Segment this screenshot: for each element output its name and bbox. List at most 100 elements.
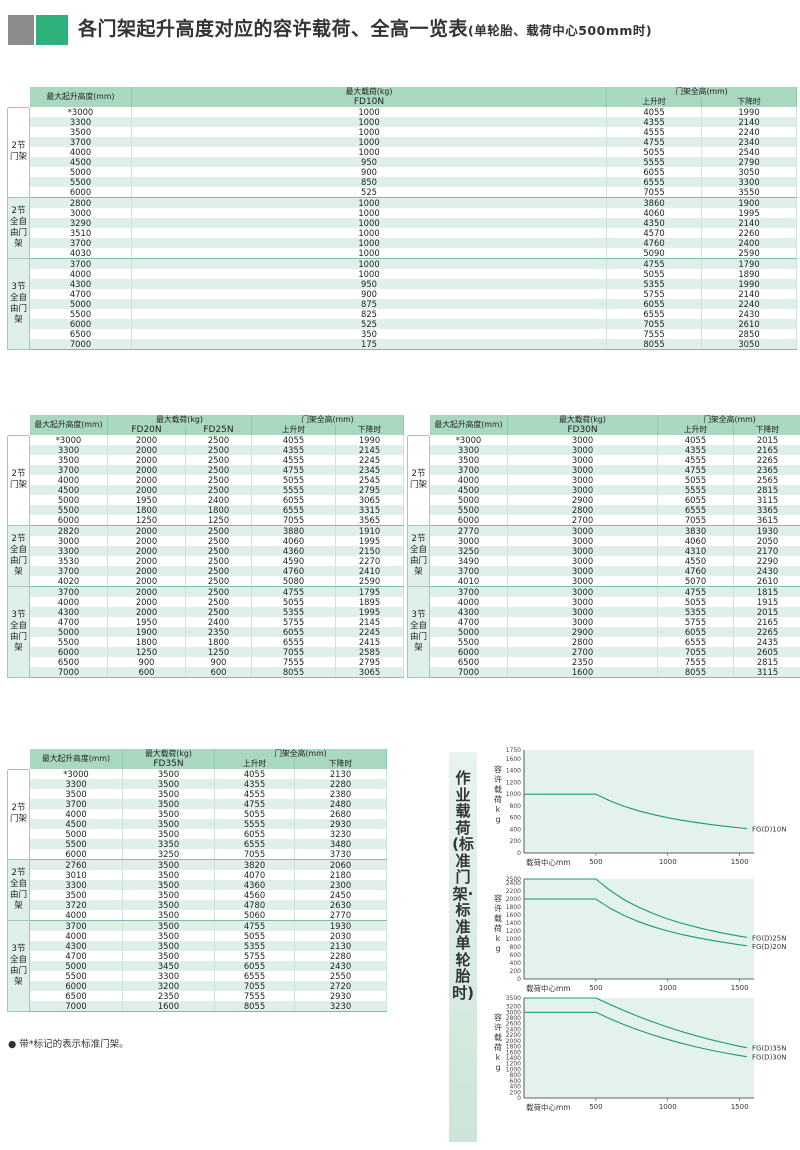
table-row: 5500 2800 6555 3365 — [408, 505, 800, 515]
table-cell: 3550 — [701, 187, 797, 198]
chart-plot-area — [524, 879, 754, 979]
table-cell: 3500 — [122, 769, 215, 779]
table-cell: 1950 — [107, 495, 186, 505]
table-cell: 6555 — [251, 505, 336, 515]
x-tick-label: 1000 — [659, 858, 677, 866]
table-cell: 3315 — [335, 505, 404, 515]
table-cell: 3490 — [429, 556, 508, 566]
table-cell: 5055 — [606, 269, 702, 279]
mast-group-label: 2节全自由门架 — [7, 859, 30, 921]
table-cell: 6000 — [29, 647, 108, 657]
table-row: 3500 3500 4555 2380 — [8, 789, 387, 799]
table-cell: 5055 — [214, 931, 295, 941]
table-cell: 2000 — [107, 455, 186, 465]
table-cell: 7000 — [29, 1001, 123, 1012]
table-cell: 3530 — [29, 556, 108, 566]
table-cell: 3700 — [29, 920, 123, 931]
table-cell: 4755 — [606, 258, 702, 269]
table-cell: 2435 — [733, 637, 800, 647]
table-row: 3500 3000 4555 2265 — [408, 455, 800, 465]
table-cell: 2815 — [733, 485, 800, 495]
table-cell: 1000 — [131, 269, 607, 279]
table-row: 4500 3500 5555 2930 — [8, 819, 387, 829]
table-cell: 3700 — [29, 799, 123, 809]
table-row: 5000 1950 2400 6055 3065 — [8, 495, 404, 505]
table-cell: 6500 — [429, 657, 508, 667]
table-cell: 1990 — [701, 107, 797, 117]
table-cell: 3000 — [507, 556, 658, 566]
table-row: 5000 2900 6055 3115 — [408, 495, 800, 505]
table-cell: 2500 — [185, 435, 252, 445]
table-row: 3000 3000 4060 2050 — [408, 536, 800, 546]
table-cell: 2770 — [294, 910, 387, 921]
table-cell: 3000 — [507, 586, 658, 597]
table-cell: 5055 — [657, 597, 734, 607]
page-title: 各门架起升高度对应的容许载荷、全高一览表(单轮胎、载荷中心500mm时) — [78, 18, 653, 40]
lift-height-header: 最大起升高度(mm) — [429, 415, 508, 435]
table-cell: 2260 — [701, 228, 797, 238]
mast-height-header: 门架全高(mm) — [251, 415, 404, 425]
table-cell: 1000 — [131, 117, 607, 127]
table-cell: 4300 — [29, 279, 132, 289]
table-cell: 3000 — [507, 475, 658, 485]
x-axis-label: 载荷中心mm — [526, 983, 571, 993]
table-cell: 3300 — [122, 971, 215, 981]
table-cell: 1250 — [185, 647, 252, 657]
lowered-header: 下降时 — [294, 759, 387, 769]
table-row: 3490 3000 4550 2290 — [408, 556, 800, 566]
table-cell: 4070 — [214, 870, 295, 880]
table-cell: 4000 — [29, 809, 123, 819]
table-cell: 5500 — [29, 177, 132, 187]
table-cell: 6555 — [214, 971, 295, 981]
mast-group-label: 3节全自由门架 — [7, 920, 30, 1012]
table-cell: 4760 — [606, 238, 702, 248]
table-row: 7000 1600 8055 3115 — [408, 667, 800, 678]
series-label: FG(D)30N — [752, 1054, 786, 1062]
table-cell: 1800 — [185, 505, 252, 515]
table-cell: 1900 — [107, 627, 186, 637]
model-header: FD10N — [131, 97, 607, 107]
y-axis-label: 容 — [494, 764, 502, 774]
table-cell: 3000 — [507, 597, 658, 607]
table-cell: 4355 — [657, 445, 734, 455]
table-cell: 5355 — [251, 607, 336, 617]
table-cell: 3000 — [507, 607, 658, 617]
table-cell: 2900 — [507, 627, 658, 637]
table-cell: 4310 — [657, 546, 734, 556]
table-cell: 7555 — [606, 329, 702, 339]
table-cell: 3730 — [294, 849, 387, 860]
y-tick-label: 600 — [510, 815, 522, 822]
side-title: 作业载荷(标准门架·标准单轮胎时) — [452, 769, 474, 1002]
table-row: 6000 2700 7055 3615 — [408, 515, 800, 526]
table-cell: 2930 — [294, 819, 387, 829]
table-cell: 3500 — [122, 880, 215, 890]
table-row: 2节全自由门架 2800 1000 3860 1900 — [7, 197, 797, 259]
table-row: 3节全自由门架 3700 1000 4755 1790 — [7, 258, 797, 350]
table-cell: 600 — [107, 667, 186, 678]
table-cell: 2790 — [701, 157, 797, 167]
y-axis-label: 许 — [494, 774, 502, 784]
table-cell: 1600 — [122, 1001, 215, 1012]
table-cell: 5555 — [657, 485, 734, 495]
table-cell: 3565 — [335, 515, 404, 526]
table-cell: 3500 — [29, 890, 123, 900]
table-row: 2节全自由门架 2770 3000 3830 1930 — [407, 525, 800, 587]
table-cell: 4570 — [606, 228, 702, 238]
table-cell: 6555 — [251, 637, 336, 647]
table-cell: 3350 — [122, 839, 215, 849]
table-cell: 8055 — [251, 667, 336, 678]
table-row: 3290 1000 4350 2140 — [8, 218, 797, 228]
table-cell: 5060 — [214, 910, 295, 921]
model-header: FD25N — [185, 425, 252, 435]
table-cell: 6055 — [657, 627, 734, 637]
table-cell: 3000 — [507, 576, 658, 587]
y-tick-label: 2400 — [506, 1026, 521, 1033]
table-cell: 2000 — [107, 586, 186, 597]
table-row: 6000 3200 7055 2720 — [8, 981, 387, 991]
table-cell: 2000 — [107, 607, 186, 617]
table-cell: 6000 — [29, 981, 123, 991]
table-cell: 4355 — [251, 445, 336, 455]
table-cell: 4000 — [29, 931, 123, 941]
table-cell: 2270 — [335, 556, 404, 566]
